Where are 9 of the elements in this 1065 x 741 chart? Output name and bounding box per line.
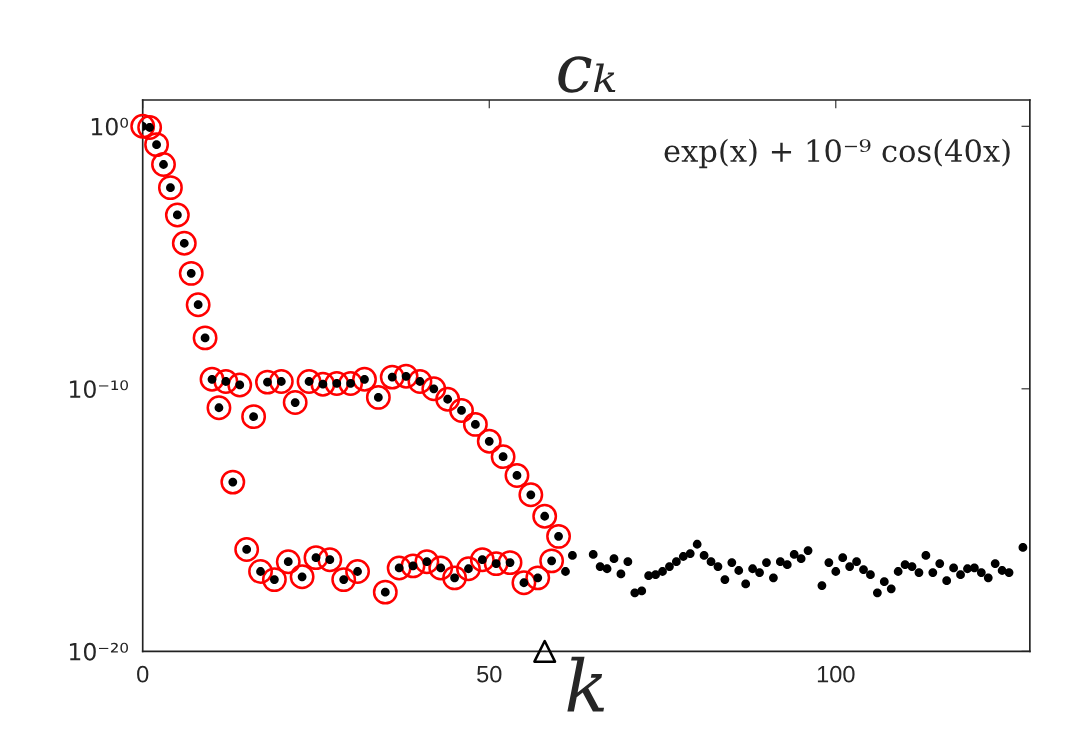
y-tick-label: 10⁻¹⁰	[69, 380, 128, 399]
y-tick-label: 10⁰	[91, 117, 128, 136]
x-tick-label: 100	[817, 665, 855, 683]
y-tick-label: 10⁻²⁰	[69, 642, 128, 661]
chart-title: cₖ	[558, 56, 616, 93]
x-tick-label: 50	[477, 665, 502, 683]
annotation: exp(x) + 10⁻⁹ cos(40x)	[664, 138, 1010, 169]
x-tick-label: 0	[137, 665, 149, 683]
x-axis-title: k	[567, 656, 605, 712]
